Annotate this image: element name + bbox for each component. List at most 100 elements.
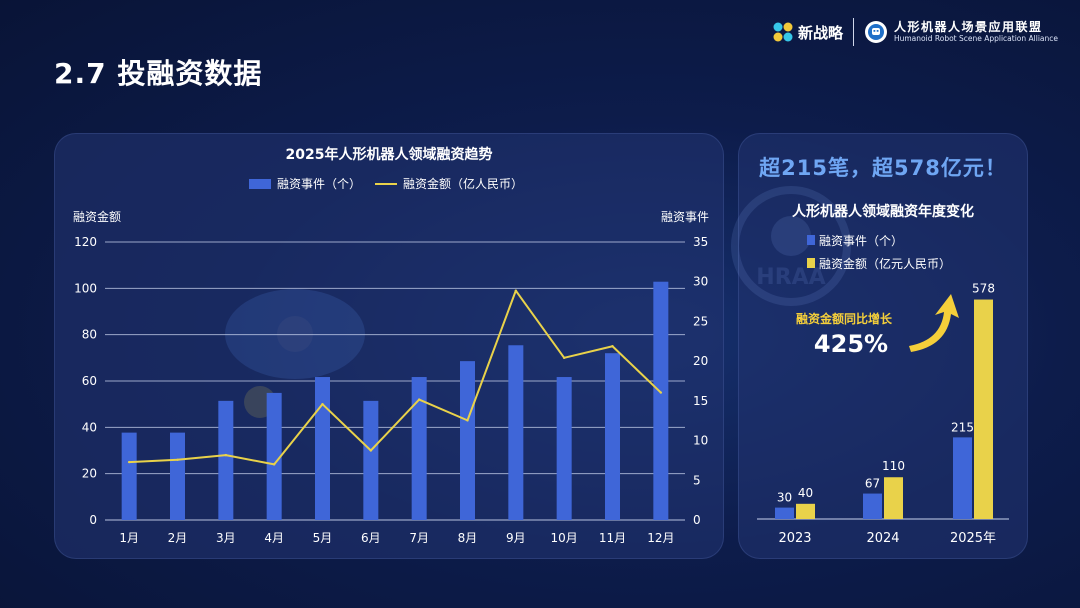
bar-events-8 [460, 361, 475, 520]
annual-bar-amount-2023 [796, 503, 815, 519]
y-axis-left-label: 融资金额 [73, 209, 121, 224]
x-tick-label: 3月 [216, 531, 236, 545]
bar-events-9 [508, 345, 524, 520]
annual-label-amount: 110 [882, 459, 905, 473]
annual-legend-label-amount: 融资金额（亿元人民币） [819, 256, 951, 271]
y-tick-left: 80 [82, 328, 97, 342]
point-amount-7 [417, 398, 421, 401]
annual-label-events: 67 [865, 477, 880, 491]
annual-label-events: 215 [951, 420, 974, 434]
growth-annotation-value: 425% [814, 330, 888, 358]
bar-events-6 [363, 400, 379, 520]
x-tick-label: 1月 [119, 531, 139, 545]
y-tick-left: 20 [82, 467, 97, 481]
y-tick-left: 60 [82, 374, 97, 388]
bar-events-10 [556, 377, 572, 520]
point-amount-2 [176, 458, 179, 461]
bar-events-2 [170, 432, 185, 520]
annual-chart-title: 人形机器人领域融资年度变化 [792, 203, 974, 220]
annual-bar-amount-2025年 [974, 299, 993, 519]
x-tick-label: 11月 [599, 531, 626, 545]
point-amount-9 [514, 289, 518, 292]
point-amount-12 [659, 391, 663, 394]
y-tick-left: 120 [74, 235, 97, 249]
y-tick-left: 40 [82, 420, 97, 434]
bar-events-7 [411, 377, 427, 520]
annual-bar-events-2025年 [953, 437, 972, 519]
point-amount-6 [369, 449, 373, 452]
x-tick-label: 5月 [313, 531, 333, 545]
y-tick-right: 35 [693, 235, 708, 249]
x-tick-label: 4月 [264, 531, 284, 545]
y-tick-left: 100 [74, 281, 97, 295]
annual-legend-label-events: 融资事件（个） [819, 234, 903, 248]
point-amount-4 [272, 463, 276, 466]
hraa-emblem-icon [864, 21, 887, 43]
y-axis-right-label: 融资事件 [661, 210, 709, 224]
x-tick-label: 12月 [647, 531, 674, 545]
annual-x-tick-label: 2025年 [950, 531, 996, 546]
hraa-watermark-icon: HRAA [731, 186, 851, 306]
legend-label-amount: 融资金额（亿人民币） [403, 176, 523, 191]
y-tick-right: 5 [693, 473, 701, 487]
hraa-logo: 人形机器人场景应用联盟 Humanoid Robot Scene Applica… [864, 20, 1058, 44]
x-tick-label: 6月 [361, 531, 381, 545]
monthly-chart-panel: 2025年人形机器人领域融资趋势 融资事件（个） 融资金额（亿人民币） 融资金额… [54, 133, 724, 559]
y-tick-right: 10 [693, 434, 708, 448]
annual-financing-chart: 人形机器人领域融资年度变化 融资事件（个） 融资金额（亿元人民币） 融资金额同比… [757, 203, 1009, 546]
bar-events-12 [653, 281, 669, 520]
bar-events-4 [266, 392, 282, 520]
point-amount-11 [611, 345, 614, 348]
line-amount [129, 289, 662, 466]
watermark-text: HRAA [756, 265, 825, 290]
annual-label-amount: 40 [798, 486, 813, 500]
chart-legend: 融资事件（个） 融资金额（亿人民币） [249, 176, 523, 191]
header-logos: 新战略 人形机器人场景应用联盟 Humanoid Robot Scene App… [772, 14, 1058, 50]
y-tick-right: 30 [693, 275, 708, 289]
growth-arrow-icon [909, 294, 959, 352]
bar-events-5 [315, 377, 330, 520]
x-tick-label: 9月 [506, 531, 526, 545]
annual-chart-panel: HRAA 超215笔，超578亿元！ 人形机器人领域融资年度变化 融资事件（个）… [731, 133, 1028, 559]
point-amount-8 [466, 419, 469, 422]
x-tick-label: 8月 [458, 531, 478, 545]
point-amount-5 [321, 402, 324, 406]
bar-events-3 [218, 400, 234, 520]
hraa-logo-cn: 人形机器人场景应用联盟 [893, 19, 1043, 34]
annual-legend-swatch-amount [807, 258, 815, 268]
x-tick-label: 2月 [168, 531, 188, 545]
annual-x-tick-label: 2023 [778, 531, 811, 546]
x-tick-label: 10月 [551, 531, 578, 545]
xzl-logo: 新战略 [772, 21, 843, 43]
annual-legend-swatch-events [807, 235, 815, 245]
annual-bar-events-2024 [863, 493, 882, 519]
point-amount-1 [127, 460, 131, 464]
annual-label-events: 30 [777, 491, 792, 505]
annual-bar-amount-2024 [884, 477, 903, 519]
page-title: 2.7 投融资数据 [54, 57, 263, 90]
y-tick-right: 20 [693, 354, 708, 368]
y-tick-left: 0 [89, 513, 97, 527]
headline-summary: 超215笔，超578亿元！ [759, 156, 1007, 180]
xzl-logo-icon [773, 22, 793, 42]
annual-label-amount: 578 [972, 282, 995, 296]
annual-chart-legend: 融资事件（个） 融资金额（亿元人民币） [807, 234, 951, 271]
xzl-logo-text: 新战略 [797, 23, 843, 42]
legend-label-events: 融资事件（个） [277, 177, 361, 191]
chart-title: 2025年人形机器人领域融资趋势 [286, 146, 493, 163]
growth-annotation-label: 融资金额同比增长 [796, 311, 893, 326]
y-tick-right: 25 [693, 314, 708, 328]
y-tick-right: 15 [693, 394, 708, 408]
hraa-logo-en: Humanoid Robot Scene Application Allianc… [893, 33, 1058, 43]
watermark-blob [225, 289, 365, 418]
x-tick-label: 7月 [409, 531, 429, 545]
point-amount-3 [224, 453, 228, 457]
y-tick-right: 0 [693, 513, 701, 527]
point-amount-10 [562, 356, 566, 360]
annual-bar-events-2023 [775, 507, 794, 519]
logo-divider [852, 18, 854, 46]
bar-events-1 [121, 432, 137, 520]
legend-swatch-events [249, 179, 271, 189]
monthly-financing-chart: 2025年人形机器人领域融资趋势 融资事件（个） 融资金额（亿人民币） 融资金额… [73, 146, 709, 545]
bar-events-11 [605, 353, 620, 520]
